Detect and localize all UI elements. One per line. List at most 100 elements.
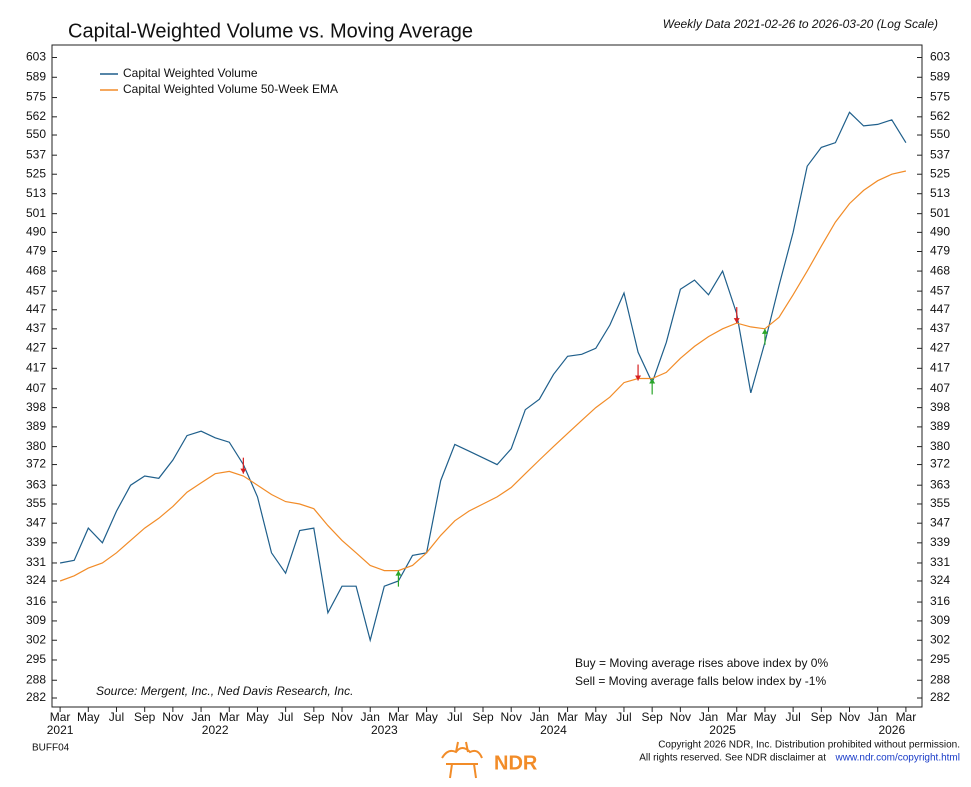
logo-text: NDR — [494, 752, 538, 774]
y2-tick-label: 302 — [930, 632, 950, 646]
x-tick-label: Nov — [670, 710, 691, 724]
x-tick-label: Nov — [331, 710, 352, 724]
y-tick-label: 380 — [26, 439, 46, 453]
x-tick-label: Mar — [388, 710, 409, 724]
x-year-label: 2025 — [709, 723, 736, 737]
y-tick-label: 355 — [26, 496, 46, 510]
y2-tick-label: 468 — [930, 263, 950, 277]
y-tick-label: 537 — [26, 147, 46, 161]
chart-title: Capital-Weighted Volume vs. Moving Avera… — [68, 20, 473, 42]
x-tick-label: Sep — [641, 710, 663, 724]
signal-arrow — [240, 468, 247, 474]
copyright-link[interactable]: www.ndr.com/copyright.html — [835, 753, 961, 764]
x-tick-label: Sep — [811, 710, 833, 724]
x-tick-label: Jan — [361, 710, 380, 724]
y2-tick-label: 550 — [930, 127, 950, 141]
y2-tick-label: 380 — [930, 439, 950, 453]
x-tick-label: May — [584, 710, 607, 724]
x-tick-label: Jan — [868, 710, 887, 724]
y-tick-label: 324 — [26, 573, 46, 587]
rights: All rights reserved. See NDR disclaimer … — [639, 753, 826, 764]
y-tick-label: 501 — [26, 206, 46, 220]
y-tick-label: 316 — [26, 594, 46, 608]
y2-tick-label: 525 — [930, 166, 950, 180]
y-tick-label: 427 — [26, 341, 46, 355]
note: Sell = Moving average falls below index … — [575, 674, 826, 688]
y-tick-label: 479 — [26, 244, 46, 258]
y-tick-label: 331 — [26, 555, 46, 569]
y-tick-label: 468 — [26, 263, 46, 277]
y-tick-label: 302 — [26, 632, 46, 646]
y-tick-label: 562 — [26, 109, 46, 123]
y-tick-label: 437 — [26, 321, 46, 335]
copyright: Copyright 2026 NDR, Inc. Distribution pr… — [658, 740, 960, 751]
y2-tick-label: 575 — [930, 90, 950, 104]
y2-tick-label: 295 — [930, 652, 950, 666]
y-tick-label: 389 — [26, 419, 46, 433]
chart-subtitle: Weekly Data 2021-02-26 to 2026-03-20 (Lo… — [663, 17, 938, 31]
x-tick-label: Jul — [616, 710, 631, 724]
x-year-label: 2021 — [47, 723, 74, 737]
note: Buy = Moving average rises above index b… — [575, 656, 828, 670]
x-tick-label: Sep — [134, 710, 156, 724]
x-tick-label: Jul — [278, 710, 293, 724]
y2-tick-label: 513 — [930, 186, 950, 200]
y-tick-label: 372 — [26, 457, 46, 471]
y2-tick-label: 282 — [930, 690, 950, 704]
y2-tick-label: 407 — [930, 381, 950, 395]
legend-label: Capital Weighted Volume 50-Week EMA — [123, 82, 338, 96]
y-tick-label: 550 — [26, 127, 46, 141]
y2-tick-label: 309 — [930, 613, 950, 627]
x-tick-label: Nov — [501, 710, 522, 724]
series-line — [59, 170, 907, 582]
series-line — [59, 111, 907, 643]
legend-label: Capital Weighted Volume — [123, 66, 258, 80]
x-tick-label: Mar — [557, 710, 578, 724]
signal-arrow — [395, 570, 402, 576]
x-tick-label: Mar — [896, 710, 917, 724]
y-tick-label: 398 — [26, 400, 46, 414]
y2-tick-label: 339 — [930, 535, 950, 549]
y-tick-label: 282 — [26, 690, 46, 704]
x-tick-label: Nov — [162, 710, 183, 724]
y2-tick-label: 537 — [930, 147, 950, 161]
y-tick-label: 417 — [26, 360, 46, 374]
y2-tick-label: 347 — [930, 515, 950, 529]
logo-mark — [441, 741, 483, 779]
x-tick-label: Mar — [726, 710, 747, 724]
y-tick-label: 447 — [26, 302, 46, 316]
y-tick-label: 513 — [26, 186, 46, 200]
x-tick-label: Jan — [699, 710, 718, 724]
y2-tick-label: 437 — [930, 321, 950, 335]
x-year-label: 2023 — [371, 723, 398, 737]
source: Source: Mergent, Inc., Ned Davis Researc… — [96, 684, 353, 698]
y2-tick-label: 479 — [930, 244, 950, 258]
x-year-label: 2024 — [540, 723, 567, 737]
plot-frame — [51, 44, 923, 708]
y2-tick-label: 490 — [930, 225, 950, 239]
y2-tick-label: 288 — [930, 672, 950, 686]
x-tick-label: Nov — [839, 710, 860, 724]
logo — [441, 741, 483, 779]
x-tick-label: May — [77, 710, 100, 724]
y2-tick-label: 589 — [930, 69, 950, 83]
y2-tick-label: 324 — [930, 573, 950, 587]
y2-tick-label: 316 — [930, 594, 950, 608]
y2-tick-label: 562 — [930, 109, 950, 123]
x-tick-label: Jan — [191, 710, 210, 724]
y-tick-label: 295 — [26, 652, 46, 666]
y2-tick-label: 417 — [930, 360, 950, 374]
x-tick-label: May — [246, 710, 269, 724]
y2-tick-label: 603 — [930, 50, 950, 64]
x-tick-label: Jul — [109, 710, 124, 724]
y-tick-label: 603 — [26, 50, 46, 64]
y-tick-label: 309 — [26, 613, 46, 627]
y-tick-label: 347 — [26, 515, 46, 529]
x-tick-label: Mar — [219, 710, 240, 724]
x-year-label: 2026 — [878, 723, 905, 737]
signal-arrow — [761, 328, 768, 334]
y2-tick-label: 501 — [930, 206, 950, 220]
y-tick-label: 575 — [26, 90, 46, 104]
y2-tick-label: 372 — [930, 457, 950, 471]
